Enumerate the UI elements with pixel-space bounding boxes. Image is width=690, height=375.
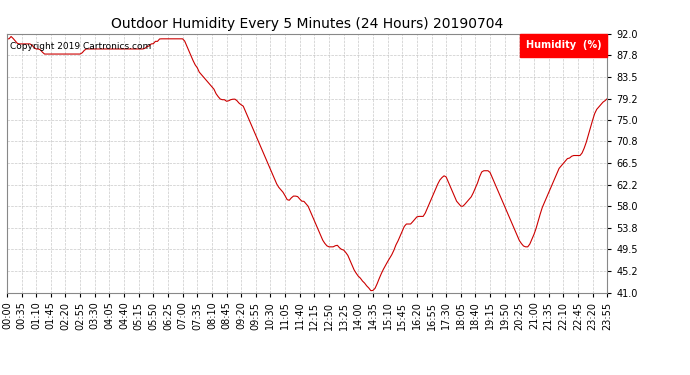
Bar: [520, 34, 607, 57]
Text: Humidity  (%): Humidity (%): [526, 40, 602, 50]
Text: Copyright 2019 Cartronics.com: Copyright 2019 Cartronics.com: [10, 42, 151, 51]
Title: Outdoor Humidity Every 5 Minutes (24 Hours) 20190704: Outdoor Humidity Every 5 Minutes (24 Hou…: [111, 17, 503, 31]
